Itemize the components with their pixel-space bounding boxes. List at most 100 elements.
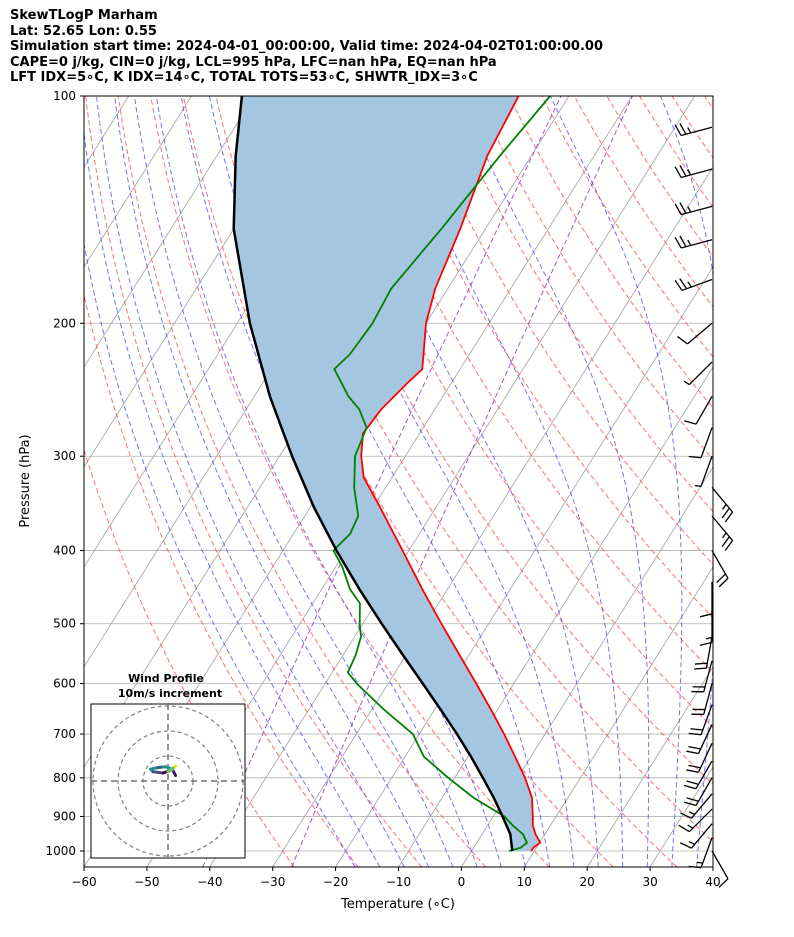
- wind-barb-halfflag: [687, 281, 692, 288]
- y-tick-label: 400: [53, 544, 76, 558]
- wind-barb-flag: [686, 797, 699, 802]
- wind-barb: [683, 777, 713, 807]
- wind-barb: [677, 322, 713, 345]
- dry-adiabat-line: [117, 96, 486, 867]
- wind-barb: [680, 823, 713, 849]
- wind-barb-shaft: [700, 837, 713, 868]
- axes: −60 −50 −40 −30 −20 −10 0 10 20 30 40 1000 900 800 700…: [45, 89, 720, 889]
- isotherm-line: [272, 166, 713, 867]
- wind-barb: [683, 361, 713, 386]
- wind-barb-flag: [679, 278, 688, 290]
- isotherm-line: [712, 866, 713, 867]
- isotherm-line: [776, 96, 794, 867]
- wind-barb: [691, 683, 713, 716]
- y-tick-label: 600: [53, 677, 76, 691]
- wind-barb-flag: [679, 235, 687, 248]
- moist-adiabat-line: [96, 96, 405, 867]
- wind-barb-flag: [724, 511, 734, 523]
- wind-barb: [683, 396, 713, 425]
- x-tick-label: −30: [260, 875, 285, 889]
- dry-adiabat-line: [313, 96, 713, 729]
- isotherm-line: [209, 96, 696, 867]
- wind-barb-shaft: [711, 515, 734, 541]
- title-line-1: SkewTLogP Marham: [10, 8, 158, 23]
- wind-barb-halfflag: [688, 811, 695, 816]
- wind-barb-shaft: [697, 724, 713, 754]
- wind-barb: [711, 487, 734, 523]
- wind-barb-flag: [724, 540, 734, 551]
- dry-adiabat-line: [280, 96, 713, 785]
- wind-barb-halfflag: [721, 532, 727, 539]
- temperature-line: [360, 96, 542, 852]
- wind-barb-flag: [721, 536, 730, 548]
- wind-barb-halfflag: [687, 824, 694, 829]
- wind-barb-shaft: [695, 396, 713, 425]
- wind-barb: [688, 704, 713, 736]
- y-tick-label: 700: [53, 727, 76, 741]
- wind-barb-halfflag: [705, 636, 713, 640]
- wind-barb: [674, 123, 713, 137]
- dry-adiabat-line: [410, 96, 713, 566]
- x-tick-label: 20: [580, 875, 595, 889]
- wind-barb-flag: [674, 166, 682, 178]
- wind-barb-flag: [718, 878, 729, 888]
- wind-barb-halfflag: [696, 861, 703, 864]
- moist-adiabat-line: [281, 96, 575, 867]
- inset-subtitle: 10m/s increment: [118, 687, 222, 700]
- wind-barb-shaft: [680, 168, 713, 179]
- isotherm-line: [84, 96, 255, 368]
- wind-barb-flag: [686, 780, 699, 786]
- wind-barb: [674, 235, 713, 249]
- wind-barb-halfflag: [687, 239, 692, 246]
- wind-barb-flag: [674, 124, 682, 136]
- title-line-3: Simulation start time: 2024-04-01_00:00:…: [10, 39, 603, 54]
- moist-adiabat-line: [114, 96, 430, 867]
- wind-barb-shaft: [687, 322, 713, 345]
- wind-barb: [711, 850, 729, 888]
- wind-barb-halfflag: [687, 206, 692, 213]
- wind-barb-halfflag: [687, 169, 692, 176]
- wind-barb-shaft: [711, 487, 734, 513]
- wind-barb-flag: [688, 732, 702, 736]
- mixing-ratio-line: [291, 96, 633, 867]
- wind-barb: [680, 793, 713, 819]
- moist-adiabat-line: [386, 96, 624, 867]
- wind-barb: [688, 837, 713, 869]
- wind-barb: [694, 636, 713, 670]
- moist-adiabat-line: [549, 96, 683, 867]
- hodograph-segment: [166, 766, 175, 774]
- wind-barb-flag: [674, 203, 682, 215]
- y-axis-label: Pressure (hPa): [18, 434, 33, 527]
- wind-barb: [699, 581, 713, 618]
- wind-barb-shaft: [705, 636, 713, 669]
- wind-barb-flag: [688, 764, 701, 769]
- wind-barb: [688, 427, 713, 459]
- dry-adiabat-line: [84, 292, 359, 867]
- x-tick-label: −50: [134, 875, 159, 889]
- wind-barb-flag: [718, 577, 729, 588]
- wind-barb: [686, 743, 713, 773]
- dry-adiabat-line: [378, 96, 713, 619]
- isotherm-line: [461, 466, 713, 867]
- wind-barb-flag: [680, 812, 692, 819]
- dry-adiabat-line: [638, 96, 713, 208]
- x-tick-label: −60: [71, 875, 96, 889]
- wind-barb-flag: [694, 662, 708, 665]
- isotherm-line: [335, 266, 713, 867]
- wind-barb-flag: [674, 236, 682, 249]
- moist-adiabat-line: [133, 96, 454, 867]
- wind-barb-shaft: [680, 205, 713, 216]
- x-tick-label: 0: [458, 875, 466, 889]
- parcel-line: [232, 96, 514, 852]
- y-tick-label: 1000: [45, 844, 76, 858]
- inset-title: Wind Profile: [128, 672, 204, 685]
- wind-barb: [683, 760, 713, 790]
- isotherm-line: [523, 566, 713, 867]
- y-tick-label: 500: [53, 617, 76, 631]
- wind-barb-shaft: [690, 793, 713, 819]
- dry-adiabat-line: [573, 96, 713, 308]
- x-axis-label: Temperature (∘C): [340, 897, 455, 912]
- x-tick-label: 40: [705, 875, 720, 889]
- wind-barb-flag: [679, 123, 687, 135]
